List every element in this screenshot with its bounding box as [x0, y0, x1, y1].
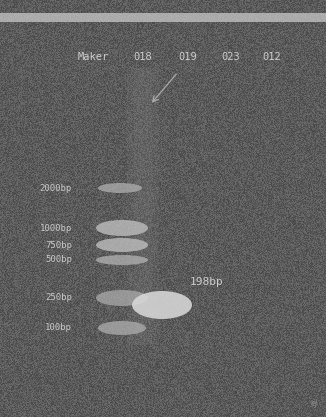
Text: Maker: Maker: [77, 52, 109, 62]
Text: 750bp: 750bp: [45, 241, 72, 249]
Text: 023: 023: [222, 52, 240, 62]
Ellipse shape: [96, 290, 148, 306]
Text: 018: 018: [134, 52, 152, 62]
Ellipse shape: [96, 255, 148, 265]
Bar: [127, 68, 159, 345]
Bar: [0, 13, 326, 22]
Ellipse shape: [132, 291, 192, 319]
Ellipse shape: [96, 220, 148, 236]
Ellipse shape: [98, 321, 146, 335]
Text: 250bp: 250bp: [45, 294, 72, 302]
Text: 500bp: 500bp: [45, 256, 72, 264]
Bar: [134, 68, 152, 345]
Bar: [127, 68, 159, 345]
Text: 1000bp: 1000bp: [40, 224, 72, 233]
Text: 100bp: 100bp: [45, 324, 72, 332]
Text: eJ: eJ: [310, 399, 318, 408]
Text: 198bp: 198bp: [190, 277, 224, 287]
Text: 019: 019: [179, 52, 197, 62]
Text: 012: 012: [263, 52, 281, 62]
Ellipse shape: [98, 183, 142, 193]
Ellipse shape: [96, 238, 148, 252]
Text: 2000bp: 2000bp: [40, 183, 72, 193]
